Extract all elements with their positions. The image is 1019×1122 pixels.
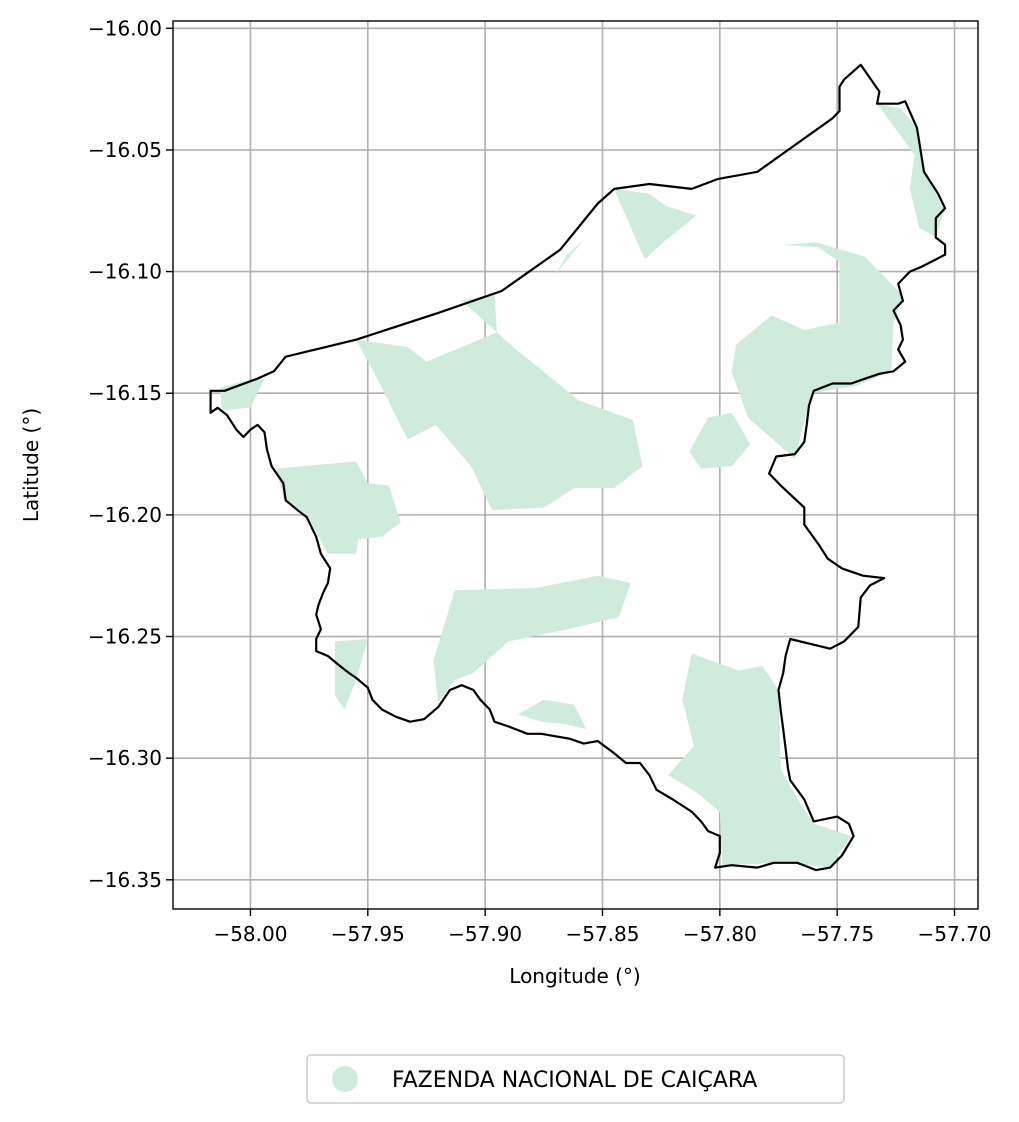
legend-label: FAZENDA NACIONAL DE CAIÇARA <box>392 1068 757 1093</box>
y-tick-label: −16.05 <box>88 138 162 162</box>
x-tick-label: −58.00 <box>213 922 287 946</box>
x-tick-label: −57.95 <box>331 922 405 946</box>
x-tick-label: −57.75 <box>800 922 874 946</box>
land-zone <box>668 653 852 868</box>
legend-box <box>306 1054 845 1104</box>
y-tick-label: −16.10 <box>88 260 162 284</box>
x-tick-label: −57.80 <box>683 922 757 946</box>
y-tick-label: −16.30 <box>88 746 162 770</box>
land-zone <box>555 240 584 274</box>
plot-frame <box>172 20 979 910</box>
legend: FAZENDA NACIONAL DE CAIÇARA <box>306 1054 845 1104</box>
x-axis-ticks: −58.00 −57.95 −57.90 −57.85 −57.80 −57.75 −57.… <box>213 909 992 946</box>
x-axis-label: Longitude (°) <box>509 964 640 988</box>
land-zone <box>877 103 946 238</box>
territory-boundary <box>209 63 947 872</box>
y-tick-label: −16.20 <box>88 503 162 527</box>
land-zone <box>276 461 401 554</box>
land-zone <box>731 242 903 459</box>
legend-marker <box>332 1066 358 1092</box>
land-zone <box>356 293 643 510</box>
x-tick-label: −57.90 <box>448 922 522 946</box>
land-zone <box>689 412 751 469</box>
land-zone <box>219 378 265 411</box>
zones-layer <box>219 103 946 868</box>
land-zone <box>518 699 587 729</box>
y-tick-label: −16.15 <box>88 381 162 405</box>
y-axis-ticks: −16.00 −16.05 −16.10 −16.15 −16.20 −16.25 −16.… <box>88 16 173 892</box>
y-tick-label: −16.25 <box>88 625 162 649</box>
y-tick-label: −16.00 <box>88 16 162 40</box>
y-axis-label: Latitude (°) <box>19 408 43 522</box>
land-zone <box>433 575 631 703</box>
y-tick-label: −16.35 <box>88 868 162 892</box>
x-tick-label: −57.85 <box>565 922 639 946</box>
x-tick-label: −57.70 <box>918 922 992 946</box>
land-zone <box>614 188 697 260</box>
